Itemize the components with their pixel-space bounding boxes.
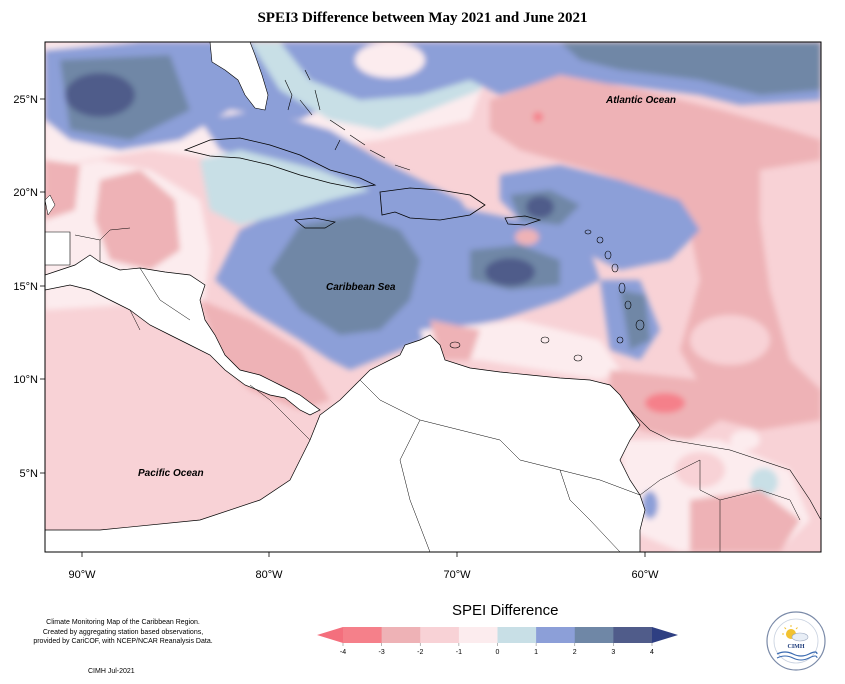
legend-swatch	[458, 627, 498, 643]
legend-tick-label: 1	[534, 649, 538, 656]
lon-label-70w: 70°W	[443, 569, 471, 581]
legend-tick-label: 0	[496, 649, 500, 656]
legend-arrow-low	[317, 627, 343, 643]
lon-label-90w: 90°W	[68, 569, 96, 581]
legend-tick-label: 2	[573, 649, 577, 656]
map-title: SPEI3 Difference between May 2021 and Ju…	[257, 10, 588, 26]
credit-line-1: Climate Monitoring Map of the Caribbean …	[46, 619, 200, 626]
lat-label-10n: 10°N	[13, 374, 38, 386]
legend-tick-label: -3	[379, 649, 385, 656]
legend-tick-label: 4	[650, 649, 654, 656]
spei-map: 25°N 20°N 15°N 10°N 5°N 90°W 80°W 70°W 6…	[13, 41, 822, 581]
legend-swatch	[497, 627, 537, 643]
legend-swatch	[613, 627, 653, 643]
legend-swatch	[420, 627, 460, 643]
land-south-america	[45, 334, 646, 552]
map-frame	[44, 41, 822, 553]
legend-tick-label: -2	[417, 649, 423, 656]
lat-label-20n: 20°N	[13, 187, 38, 199]
land-central-america	[45, 254, 321, 416]
credit-line-2: Created by aggregating station based obs…	[42, 628, 204, 636]
legend-swatch	[574, 627, 614, 643]
longitude-axis	[81, 552, 646, 557]
logo-text: CIMH	[788, 644, 805, 650]
legend-swatch	[381, 627, 421, 643]
land-cuba	[183, 137, 377, 189]
land-florida	[209, 42, 269, 111]
latitude-axis	[40, 98, 45, 474]
atlantic-ocean-label: Atlantic Ocean	[605, 95, 676, 106]
footer-text: CIMH Jul-2021	[88, 668, 135, 675]
spei-field	[45, 42, 821, 552]
lon-label-60w: 60°W	[631, 569, 659, 581]
sun-cloud-icon	[782, 625, 809, 642]
caribbean-sea-label: Caribbean Sea	[326, 282, 396, 293]
legend-tick-label: 3	[611, 649, 615, 656]
legend-swatch	[536, 627, 576, 643]
legend-title: SPEI Difference	[452, 602, 559, 619]
lat-label-25n: 25°N	[13, 94, 38, 106]
lat-label-5n: 5°N	[20, 468, 39, 480]
lon-label-80w: 80°W	[255, 569, 283, 581]
credit-line-3: provided by CariCOF, with NCEP/NCAR Rean…	[33, 638, 213, 645]
credits-block: Climate Monitoring Map of the Caribbean …	[18, 618, 228, 647]
legend-swatch	[343, 627, 383, 643]
legend-tick-label: -4	[340, 649, 346, 656]
lat-label-15n: 15°N	[13, 281, 38, 293]
pacific-ocean-label: Pacific Ocean	[138, 468, 204, 479]
legend-tick-label: -1	[456, 649, 462, 656]
cimh-logo: CIMH	[766, 611, 826, 671]
legend-arrow-high	[652, 627, 678, 643]
